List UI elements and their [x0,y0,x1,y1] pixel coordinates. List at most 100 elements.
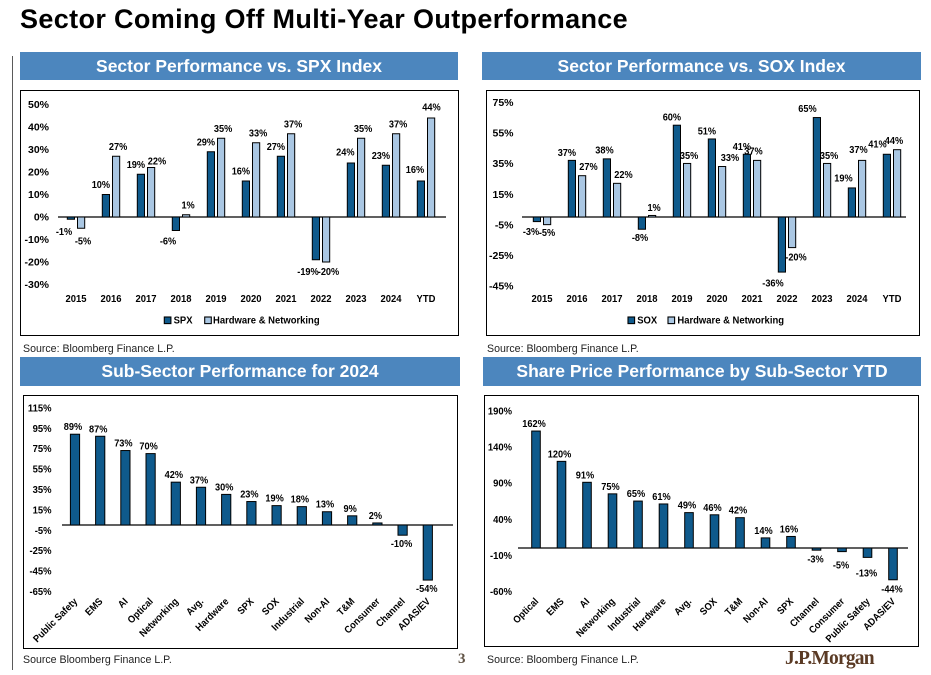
svg-text:75%: 75% [492,97,514,109]
svg-text:-10%: -10% [24,234,49,246]
svg-text:190%: 190% [488,406,513,418]
svg-text:-6%: -6% [160,237,176,248]
svg-text:35%: 35% [214,124,233,135]
svg-text:24%: 24% [336,148,355,159]
svg-text:15%: 15% [33,504,53,516]
svg-text:33%: 33% [249,128,268,139]
svg-text:2015: 2015 [531,293,552,305]
svg-text:2021: 2021 [741,293,762,305]
svg-text:Non-AI: Non-AI [303,596,332,625]
svg-text:87%: 87% [89,424,108,435]
svg-text:SOX: SOX [698,596,720,618]
svg-text:2%: 2% [369,511,382,522]
svg-text:Avg.: Avg. [672,596,694,618]
svg-text:51%: 51% [698,126,717,137]
svg-text:44%: 44% [885,136,904,147]
svg-text:49%: 49% [678,501,697,512]
svg-text:42%: 42% [165,470,184,481]
svg-text:Optical: Optical [511,596,541,626]
svg-text:55%: 55% [492,128,514,140]
svg-text:65%: 65% [627,489,646,500]
svg-text:SPX: SPX [236,596,257,617]
svg-text:2015: 2015 [65,293,86,305]
svg-text:-44%: -44% [881,585,903,596]
svg-text:-3%: -3% [807,555,823,566]
svg-text:9%: 9% [344,504,357,515]
svg-text:30%: 30% [28,144,50,156]
svg-text:2018: 2018 [170,293,191,305]
svg-text:2024: 2024 [380,293,401,305]
svg-text:41%: 41% [733,142,752,153]
svg-text:120%: 120% [548,449,572,460]
svg-text:2018: 2018 [636,293,657,305]
svg-text:-5%: -5% [833,561,849,572]
svg-text:70%: 70% [139,442,158,453]
svg-text:-45%: -45% [489,281,514,293]
svg-text:-25%: -25% [29,545,52,557]
svg-text:23%: 23% [240,490,259,501]
svg-text:27%: 27% [109,142,128,153]
svg-text:90%: 90% [493,478,513,490]
svg-text:-65%: -65% [29,586,52,598]
svg-text:19%: 19% [834,174,853,185]
svg-text:44%: 44% [422,103,441,114]
svg-text:20%: 20% [28,167,50,179]
svg-text:YTD: YTD [883,293,902,305]
svg-text:27%: 27% [267,142,286,153]
svg-text:91%: 91% [576,470,595,481]
svg-text:-3%: -3% [523,227,539,238]
svg-text:73%: 73% [114,439,133,450]
svg-text:-20%: -20% [785,253,807,264]
svg-text:140%: 140% [488,442,513,454]
svg-text:16%: 16% [406,165,425,176]
svg-text:37%: 37% [849,145,868,156]
svg-text:14%: 14% [754,526,773,537]
svg-text:42%: 42% [729,506,748,517]
svg-text:29%: 29% [197,137,216,148]
svg-text:38%: 38% [595,145,614,156]
svg-text:15%: 15% [492,189,514,201]
svg-text:1%: 1% [181,200,194,211]
svg-text:-13%: -13% [856,569,878,580]
svg-text:30%: 30% [215,482,234,493]
svg-text:61%: 61% [652,492,671,503]
svg-text:95%: 95% [33,423,53,435]
svg-text:Hardware & Networking: Hardware & Networking [213,314,320,326]
svg-text:1%: 1% [647,203,660,214]
svg-text:2020: 2020 [706,293,727,305]
svg-text:75%: 75% [33,443,53,455]
svg-text:Hardware & Networking: Hardware & Networking [677,314,784,326]
svg-text:EMS: EMS [83,596,105,618]
svg-text:35%: 35% [354,124,373,135]
svg-text:37%: 37% [190,475,209,486]
svg-text:10%: 10% [28,189,50,201]
svg-text:22%: 22% [148,157,167,168]
svg-text:2023: 2023 [345,293,366,305]
svg-text:Public Safety: Public Safety [31,596,80,645]
svg-text:40%: 40% [493,514,513,526]
svg-text:-5%: -5% [539,228,555,239]
svg-text:-60%: -60% [490,586,513,598]
svg-text:50%: 50% [28,99,50,111]
svg-text:37%: 37% [558,148,577,159]
svg-text:SOX: SOX [260,596,282,618]
svg-text:-5%: -5% [75,237,91,248]
svg-text:Non-AI: Non-AI [742,596,771,625]
svg-text:0%: 0% [34,212,50,224]
svg-text:23%: 23% [372,151,391,162]
svg-text:27%: 27% [579,162,598,173]
svg-text:41%: 41% [868,140,887,151]
svg-text:-8%: -8% [632,233,648,244]
svg-text:162%: 162% [522,419,546,430]
svg-text:13%: 13% [316,500,335,511]
svg-text:AI: AI [116,596,130,610]
svg-text:16%: 16% [232,167,251,178]
svg-text:2021: 2021 [275,293,296,305]
svg-text:2019: 2019 [205,293,226,305]
svg-text:-25%: -25% [489,250,514,262]
svg-text:2022: 2022 [310,293,331,305]
svg-text:-45%: -45% [29,566,52,578]
svg-text:AI: AI [578,596,592,610]
svg-text:YTD: YTD [417,293,436,305]
svg-text:SPX: SPX [775,596,796,617]
